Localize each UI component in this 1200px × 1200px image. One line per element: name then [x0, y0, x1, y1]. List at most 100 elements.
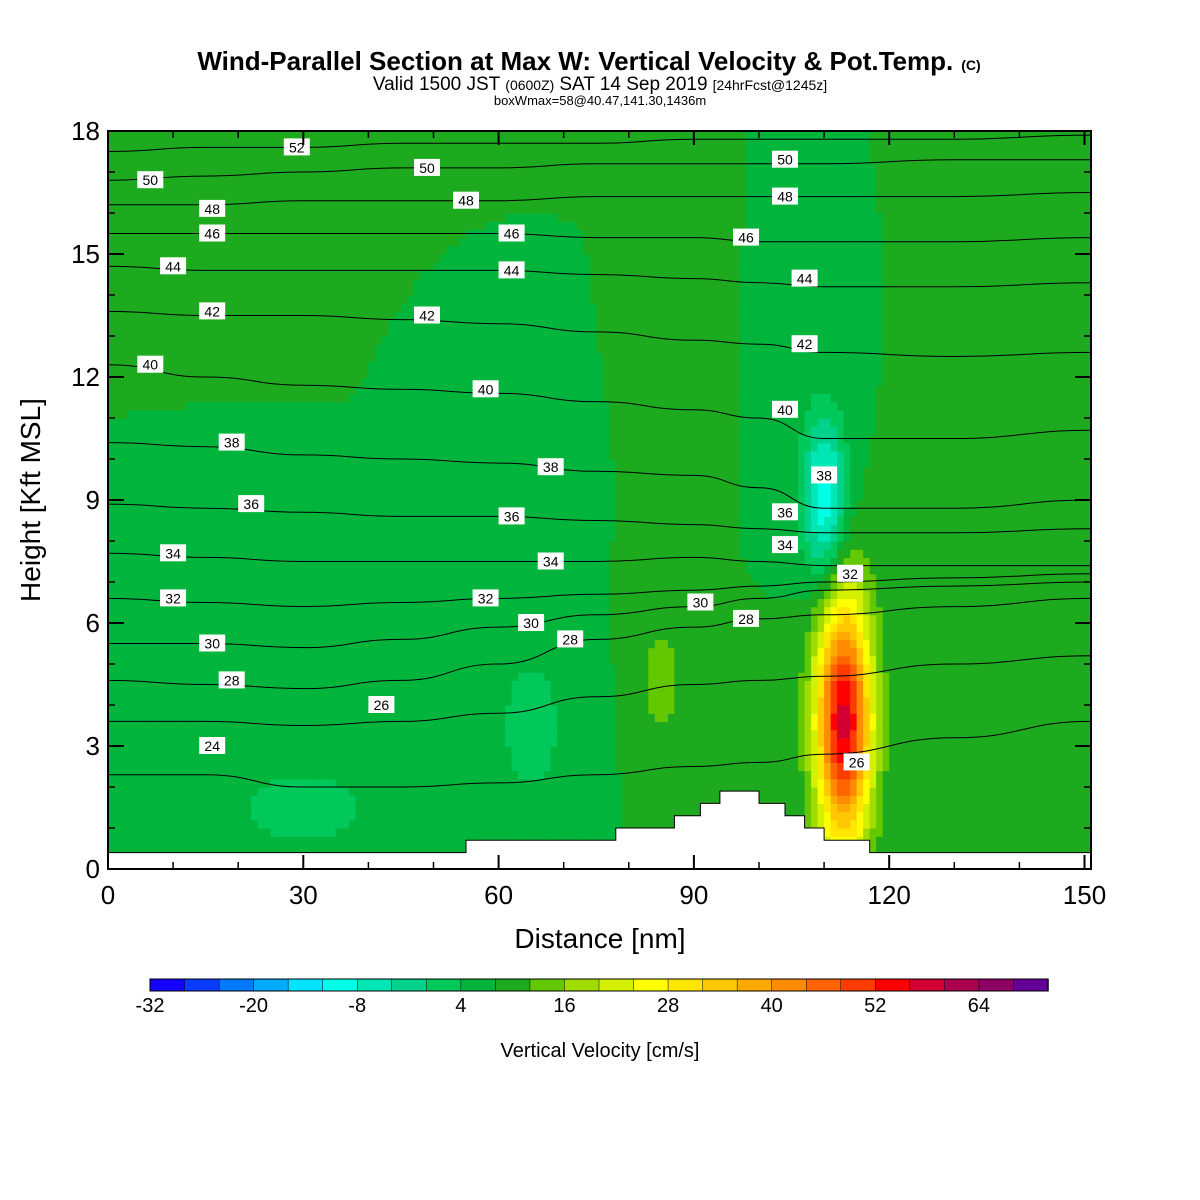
velocity-cell — [908, 737, 916, 747]
velocity-cell — [785, 680, 793, 690]
velocity-cell — [160, 795, 168, 804]
velocity-cell — [387, 770, 396, 780]
velocity-cell — [518, 828, 526, 837]
velocity-cell — [544, 598, 552, 608]
velocity-cell — [1071, 770, 1079, 780]
velocity-cell — [342, 598, 350, 608]
velocity-cell — [466, 639, 474, 649]
velocity-cell — [114, 647, 122, 657]
velocity-cell — [511, 803, 519, 813]
velocity-cell — [400, 819, 409, 829]
velocity-cell — [999, 811, 1007, 821]
velocity-cell — [134, 721, 142, 731]
velocity-cell — [830, 770, 838, 780]
velocity-cell — [693, 705, 701, 714]
velocity-cell — [394, 664, 402, 673]
velocity-cell — [283, 696, 291, 706]
velocity-cell — [1012, 762, 1020, 772]
velocity-cell — [407, 680, 415, 690]
velocity-cell — [843, 778, 851, 788]
velocity-cell — [426, 672, 435, 681]
velocity-cell — [550, 754, 558, 763]
velocity-cell — [1071, 631, 1079, 640]
velocity-cell — [817, 606, 825, 616]
velocity-cell — [498, 696, 506, 706]
velocity-cell — [687, 639, 695, 649]
velocity-cell — [505, 746, 513, 755]
velocity-cell — [602, 623, 610, 632]
velocity-cell — [960, 836, 968, 845]
velocity-cell — [928, 803, 936, 813]
velocity-cell — [986, 664, 994, 673]
velocity-cell — [446, 631, 454, 640]
velocity-cell — [895, 614, 903, 624]
velocity-cell — [511, 614, 519, 624]
velocity-cell — [954, 795, 962, 804]
velocity-cell — [661, 639, 669, 649]
velocity-cell — [537, 696, 545, 706]
velocity-cell — [225, 655, 233, 665]
velocity-cell — [277, 721, 285, 731]
velocity-cell — [426, 664, 435, 673]
velocity-cell — [225, 787, 233, 796]
velocity-cell — [817, 787, 825, 796]
velocity-cell — [134, 680, 142, 690]
velocity-cell — [446, 623, 454, 632]
velocity-cell — [921, 828, 929, 837]
velocity-cell — [355, 828, 363, 837]
velocity-cell — [596, 811, 604, 821]
velocity-cell — [824, 787, 832, 796]
velocity-cell — [726, 614, 734, 624]
velocity-cell — [192, 721, 200, 731]
velocity-cell — [863, 639, 871, 649]
velocity-cell — [882, 746, 890, 755]
velocity-cell — [674, 598, 682, 608]
velocity-cell — [804, 819, 812, 829]
velocity-cell — [908, 598, 916, 608]
velocity-cell — [557, 754, 565, 763]
velocity-cell — [511, 598, 519, 608]
velocity-cell — [570, 754, 578, 763]
velocity-cell — [251, 614, 259, 624]
velocity-cell — [941, 811, 949, 821]
velocity-cell — [303, 680, 311, 690]
velocity-cell — [316, 614, 324, 624]
velocity-cell — [960, 606, 968, 616]
velocity-cell — [166, 623, 174, 632]
velocity-cell — [719, 688, 728, 698]
velocity-cell — [869, 721, 877, 731]
velocity-cell — [309, 606, 317, 616]
velocity-cell — [817, 655, 825, 665]
velocity-cell — [999, 623, 1007, 632]
velocity-cell — [895, 762, 903, 772]
velocity-cell — [316, 721, 324, 731]
velocity-cell — [863, 803, 871, 813]
velocity-cell — [667, 647, 675, 657]
velocity-cell — [296, 664, 304, 673]
velocity-cell — [1032, 754, 1040, 763]
velocity-cell — [153, 819, 161, 829]
velocity-cell — [557, 828, 565, 837]
velocity-cell — [986, 623, 994, 632]
velocity-cell — [778, 680, 786, 690]
velocity-cell — [426, 787, 435, 796]
velocity-cell — [915, 795, 923, 804]
velocity-cell — [472, 713, 480, 722]
velocity-cell — [238, 688, 246, 698]
velocity-cell — [876, 787, 884, 796]
velocity-cell — [791, 606, 799, 616]
velocity-cell — [498, 672, 506, 681]
velocity-cell — [609, 819, 617, 829]
velocity-cell — [199, 614, 207, 624]
velocity-cell — [420, 639, 428, 649]
velocity-cell — [798, 639, 806, 649]
velocity-cell — [108, 696, 116, 706]
velocity-cell — [947, 705, 955, 714]
velocity-cell — [960, 598, 968, 608]
velocity-cell — [153, 598, 161, 608]
velocity-cell — [257, 680, 265, 690]
velocity-cell — [999, 795, 1007, 804]
velocity-cell — [147, 836, 155, 845]
velocity-cell — [1064, 721, 1073, 731]
velocity-cell — [713, 795, 721, 804]
